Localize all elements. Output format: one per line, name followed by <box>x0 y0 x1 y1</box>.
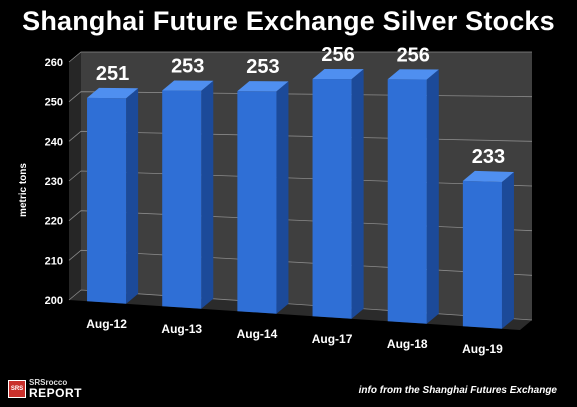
x-tick-label: Aug-17 <box>312 332 353 346</box>
gridline <box>68 130 533 142</box>
bar-Aug-13 <box>162 80 214 309</box>
x-tick-label: Aug-13 <box>161 322 202 336</box>
chart-walls <box>69 52 532 330</box>
gridlines <box>68 51 533 321</box>
y-tick-label: 220 <box>45 216 63 228</box>
bar-side <box>201 80 214 309</box>
gridline <box>68 170 533 187</box>
x-tick-label: Aug-14 <box>237 327 278 341</box>
bar-top <box>462 170 514 183</box>
gridline <box>68 91 533 102</box>
gridline <box>68 249 533 276</box>
data-label: 253 <box>171 55 204 77</box>
bar-front <box>87 97 127 304</box>
x-axis-ticks: Aug-12 Aug-13 Aug-14 Aug-17 Aug-18 Aug-19 <box>86 317 503 356</box>
gridline <box>68 210 533 232</box>
source-note: info from the Shanghai Futures Exchange <box>358 385 557 396</box>
bar-Aug-17 <box>312 68 364 319</box>
bar-Aug-14 <box>237 81 289 314</box>
y-tick-label: 200 <box>45 295 63 307</box>
bar-side <box>501 172 514 329</box>
chart-title: Shanghai Future Exchange Silver Stocks <box>22 6 555 36</box>
data-label: 256 <box>397 44 430 66</box>
bar-front <box>312 78 352 319</box>
x-tick-label: Aug-12 <box>86 317 127 331</box>
y-tick-label: 260 <box>45 57 63 69</box>
bar-side <box>351 69 364 319</box>
y-axis-label: metric tons <box>18 163 29 217</box>
x-tick-label: Aug-19 <box>462 342 503 356</box>
x-tick-label: Aug-18 <box>387 337 428 351</box>
y-tick-label: 240 <box>45 136 63 148</box>
data-label: 256 <box>321 44 354 66</box>
bar-side <box>276 81 289 314</box>
bar-top <box>87 87 139 99</box>
bar-top <box>237 81 289 92</box>
bar-Aug-12 <box>87 87 139 304</box>
logo-line2: REPORT <box>29 386 83 400</box>
data-labels: 251 253 253 256 256 233 <box>96 44 505 168</box>
data-label: 251 <box>96 63 129 85</box>
bar-Aug-19 <box>462 170 514 329</box>
bar-Aug-18 <box>387 69 439 324</box>
bar-top <box>387 69 439 80</box>
y-tick-label: 250 <box>45 97 63 109</box>
srsrocco-logo: SRS SRSrocco REPORT <box>8 379 120 399</box>
bars <box>87 68 514 329</box>
bar-side <box>126 88 139 304</box>
bar-front <box>462 180 502 329</box>
y-tick-label: 210 <box>45 255 63 267</box>
data-label: 253 <box>246 56 279 78</box>
gridline <box>68 289 533 321</box>
bar-front <box>162 90 202 309</box>
bar-front <box>237 91 277 314</box>
data-label: 233 <box>472 146 505 168</box>
gridline <box>68 51 532 63</box>
y-axis-ticks: 200 210 220 230 240 250 260 <box>45 57 63 307</box>
bar-top <box>162 80 214 91</box>
logo-line1: SRSrocco <box>29 378 68 387</box>
logo-mark: SRS <box>8 380 26 398</box>
bar-top <box>312 68 364 80</box>
y-tick-label: 230 <box>45 176 63 188</box>
bar-front <box>387 79 427 324</box>
bar-side <box>426 69 439 324</box>
